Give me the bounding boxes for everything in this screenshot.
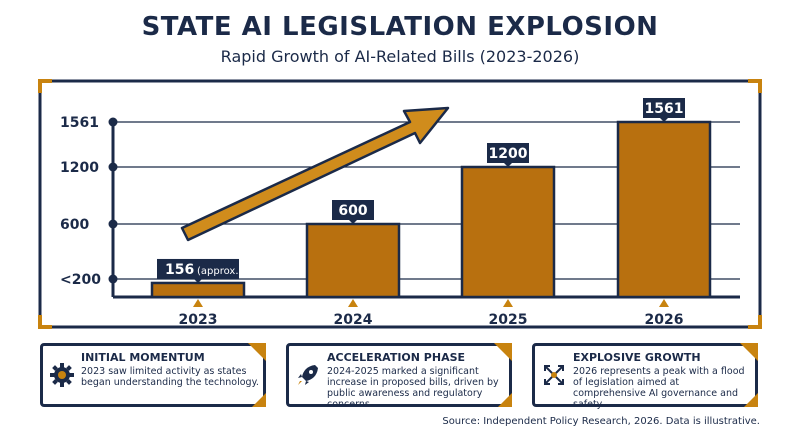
page-subtitle: Rapid Growth of AI-Related Bills (2023-2…: [220, 47, 580, 66]
bar-2024: [305, 222, 401, 299]
frame-corner-accent: [38, 315, 52, 329]
bar-2026: [616, 120, 712, 299]
data-label: 600: [338, 203, 367, 219]
source-note: Source: Independent Policy Research, 202…: [442, 416, 760, 427]
data-label-pointer: [194, 278, 202, 283]
x-tick-label: 2024: [334, 312, 373, 328]
y-tick-label: <200: [60, 272, 101, 288]
data-label-pointer: [504, 163, 512, 167]
x-tick-marker: [348, 299, 358, 307]
data-label-box: [332, 200, 374, 220]
x-tick-marker: [503, 299, 513, 307]
data-label: 1561: [645, 101, 684, 117]
x-tick-label: 2023: [179, 312, 218, 328]
data-label: 1200: [489, 146, 528, 162]
y-tick-label: 1561: [60, 115, 99, 131]
frame-corner-accent: [38, 79, 52, 93]
chart-frame: [38, 79, 762, 329]
x-tick-marker: [659, 299, 669, 307]
data-label-pointer: [349, 220, 357, 224]
frame-corner-accent: [748, 79, 762, 93]
x-tick-label: 2025: [489, 312, 528, 328]
y-tick-label: 600: [60, 217, 89, 233]
data-label-box: [157, 258, 239, 279]
data-label-box: [487, 143, 529, 163]
page-title: STATE AI LEGISLATION EXPLOSION: [141, 12, 659, 42]
x-tick-label: 2026: [645, 312, 684, 328]
y-tick-label: 1200: [60, 160, 99, 176]
data-label-pointer: [660, 118, 668, 122]
data-label-box: [643, 98, 685, 118]
data-label-note: (approx.): [197, 266, 243, 277]
frame-corner-accent: [748, 315, 762, 329]
growth-arrow: [180, 106, 450, 242]
bar-2023: [150, 281, 246, 299]
x-tick-marker: [193, 299, 203, 307]
data-label: 156: [165, 262, 194, 278]
bar-2025: [460, 165, 556, 299]
